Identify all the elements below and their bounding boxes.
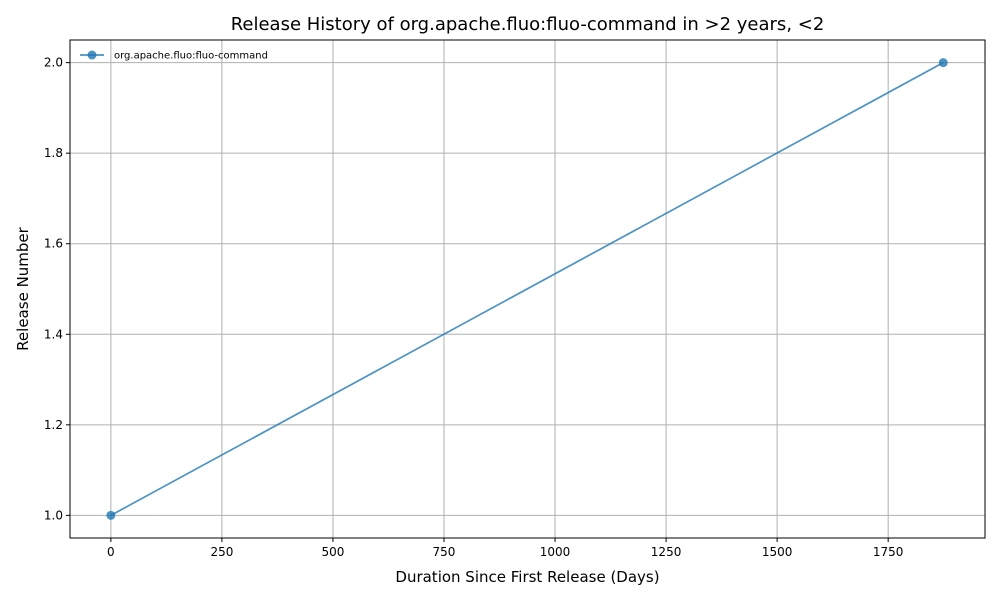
x-tick-label: 0 [107,545,115,559]
data-point [938,58,948,68]
y-tick-label: 2.0 [44,56,63,70]
x-tick-label: 1250 [651,545,682,559]
x-tick-label: 750 [433,545,456,559]
y-axis: 1.0 1.2 1.4 1.6 1.8 2.0 [44,56,70,522]
x-axis: 0 250 500 750 1000 1250 1500 1750 [107,538,903,559]
y-tick-label: 1.4 [44,327,63,341]
legend: org.apache.fluo:fluo-command [80,50,268,62]
series-line [110,61,944,517]
y-tick-label: 1.0 [44,508,63,522]
x-tick-label: 250 [210,545,233,559]
series-layer [106,58,948,520]
y-tick-label: 1.8 [44,146,63,160]
x-tick-label: 1000 [540,545,571,559]
y-tick-label: 1.6 [44,237,63,251]
x-axis-title: Duration Since First Release (Days) [395,568,659,586]
legend-marker [87,50,97,60]
y-tick-label: 1.2 [44,418,63,432]
x-tick-label: 1750 [873,545,904,559]
grid [70,40,985,538]
data-point [106,510,116,520]
chart-title: Release History of org.apache.fluo:fluo-… [231,14,825,35]
y-axis-title: Release Number [14,226,32,350]
plot-frame [69,39,986,539]
x-tick-label: 500 [321,545,344,559]
x-tick-label: 1500 [762,545,793,559]
legend-label: org.apache.fluo:fluo-command [114,51,268,62]
